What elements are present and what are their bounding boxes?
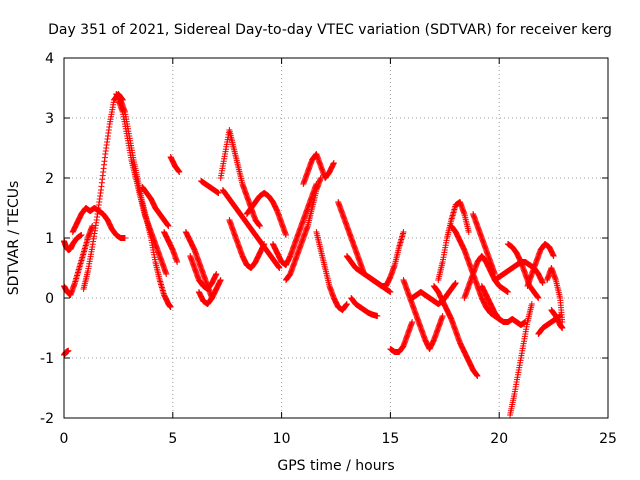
data-point-marker [261,241,268,247]
data-point-marker [165,223,172,229]
chart-title: Day 351 of 2021, Sidereal Day-to-day VTE… [48,22,612,38]
data-point-marker [535,295,542,301]
data-point-marker [387,289,394,295]
y-tick-label: 4 [45,51,54,67]
series-arc-18 [243,190,289,238]
data-point-marker [528,301,535,307]
data-points [61,91,566,418]
series-arc-38 [507,301,535,418]
data-point-marker [550,253,557,259]
data-point-marker [343,301,350,307]
series-arc-34 [470,211,498,277]
series-arc-26 [365,229,407,289]
x-axis-title: GPS time / hours [277,458,394,474]
series-arc-10 [167,154,183,175]
x-tick-label: 10 [273,431,291,447]
data-point-marker [282,232,289,238]
data-point-marker [539,280,546,286]
data-point-marker [65,347,72,354]
data-point-marker [400,229,407,235]
data-point-marker [256,223,263,229]
data-point-marker [452,280,459,286]
data-point-marker [174,259,181,265]
data-point-marker [78,232,85,238]
x-tick-label: 0 [60,431,69,447]
data-point-marker [474,373,481,379]
x-tick-label: 25 [599,431,617,447]
series-arc-41 [544,265,566,325]
series-arc-22 [313,229,350,313]
data-point-marker [504,289,511,295]
series-arc-31 [435,199,472,283]
data-point-marker [409,319,416,325]
grid-lines [64,58,608,418]
series-arc-17 [226,217,268,271]
series-arc-37 [504,241,542,301]
data-point-marker [465,229,472,235]
series-arc-9 [161,229,181,265]
x-tick-label: 20 [490,431,508,447]
data-point-marker [89,223,96,229]
series-arc-5 [80,91,126,292]
x-tick-label: 5 [168,431,177,447]
x-tick-label: 15 [381,431,399,447]
series-arc-21 [300,151,337,187]
series-arc-28 [400,277,446,352]
series-arc-27 [387,319,416,355]
data-point-marker [176,169,183,175]
y-axis-ticks: -2 -1 0 1 2 3 4 [40,51,608,427]
data-point-marker [163,271,170,277]
data-point-marker [439,313,446,319]
y-axis-title: SDTVAR / TECUs [6,181,22,296]
data-point-marker [276,265,283,271]
series-arc-14 [198,178,222,196]
y-tick-label: 2 [45,171,54,187]
data-point-marker [215,190,222,196]
y-tick-label: 3 [45,111,54,127]
series-arc-30 [430,283,481,379]
data-point-marker [491,271,498,277]
data-point-marker [330,160,337,166]
series-arc-35 [478,283,529,328]
series-arc-12 [187,253,220,292]
series-arc-6 [113,91,174,310]
series-arc-8 [139,184,172,229]
series-arc-25 [348,295,381,319]
series-arc-2 [61,347,72,358]
data-point-marker [121,235,128,241]
data-point-marker [213,271,220,277]
series-arc-4 [69,205,128,241]
data-point-marker [559,325,566,331]
series-arc-13 [195,277,224,307]
y-tick-label: 0 [45,291,54,307]
x-axis-ticks: 0 5 10 15 20 25 [60,58,617,447]
series-arc-42 [548,307,566,331]
series-arc-3 [61,223,96,298]
series-arc-20 [282,175,324,283]
series-arc-39 [524,241,557,289]
data-point-marker [374,313,381,319]
y-tick-label: -1 [40,351,54,367]
series-arc-15 [217,127,263,229]
y-tick-label: -2 [40,411,54,427]
series-arc-1 [61,232,85,253]
y-tick-label: 1 [45,231,54,247]
series-arc-7 [115,97,170,277]
data-point-marker [217,277,224,283]
data-point-marker [167,304,174,310]
